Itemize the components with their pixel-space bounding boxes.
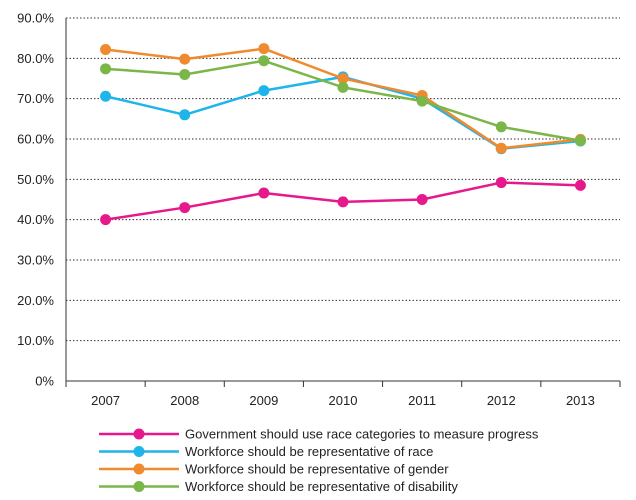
data-point	[416, 95, 428, 107]
data-point	[416, 194, 428, 205]
data-point	[495, 177, 507, 189]
data-point	[179, 68, 191, 80]
y-tick-label: 80.0%	[17, 51, 54, 66]
legend-entry: Workforce should be representative of ra…	[99, 444, 433, 459]
y-axis-tick-labels: 0% 10.0% 20.0% 30.0% 40.0% 50.0% 60.0% 70.0% 80.…	[17, 11, 54, 389]
x-tick-label: 2010	[329, 393, 358, 408]
data-point	[179, 53, 191, 65]
x-tick-label: 2009	[249, 393, 278, 408]
data-point	[495, 142, 507, 154]
series-lines	[100, 43, 586, 226]
data-point	[100, 90, 112, 102]
y-tick-label: 40.0%	[17, 212, 54, 227]
y-tick-label: 30.0%	[17, 253, 54, 268]
series-4	[100, 55, 586, 147]
gridlines	[66, 17, 620, 342]
data-point	[495, 121, 507, 133]
data-point	[100, 43, 112, 55]
legend-entry: Workforce should be representative of ge…	[99, 462, 449, 477]
data-point	[179, 109, 191, 121]
legend-label: Workforce should be representative of ge…	[185, 462, 449, 477]
legend-label: Workforce should be representative of ra…	[185, 444, 433, 459]
legend: Government should use race categories to…	[99, 427, 539, 494]
data-point	[258, 187, 270, 199]
y-tick-label: 60.0%	[17, 132, 54, 147]
data-point	[258, 43, 270, 55]
legend-swatch-marker	[133, 446, 145, 457]
legend-label: Workforce should be representative of di…	[185, 479, 458, 494]
x-tick-label: 2008	[170, 393, 199, 408]
series-1	[100, 177, 586, 226]
data-point	[258, 85, 270, 97]
x-axis-tick-labels: 2007 2008 2009 2010 2011 2012 2013	[91, 393, 595, 408]
data-point	[258, 55, 270, 67]
x-tick-label: 2011	[408, 393, 436, 408]
data-point	[337, 196, 349, 208]
legend-swatch-marker	[133, 463, 145, 475]
y-tick-label: 10.0%	[17, 333, 54, 348]
data-point	[100, 63, 112, 75]
y-tick-label: 20.0%	[17, 293, 54, 308]
legend-swatch-marker	[133, 481, 145, 492]
data-point	[337, 81, 349, 93]
legend-entry: Workforce should be representative of di…	[99, 479, 458, 494]
y-tick-label: 90.0%	[17, 11, 54, 26]
data-point	[337, 73, 349, 84]
data-point	[179, 202, 191, 214]
x-tick-label: 2013	[566, 393, 595, 408]
legend-swatch-marker	[133, 428, 145, 440]
y-tick-label: 0%	[35, 374, 54, 389]
legend-entry: Government should use race categories to…	[99, 427, 539, 442]
data-point	[100, 214, 112, 226]
y-tick-label: 50.0%	[17, 172, 54, 187]
legend-label: Government should use race categories to…	[185, 427, 539, 442]
y-tick-label: 70.0%	[17, 91, 54, 106]
x-tick-label: 2012	[487, 393, 516, 408]
data-point	[574, 179, 586, 191]
axes	[65, 18, 621, 387]
data-point	[574, 135, 586, 147]
x-tick-label: 2007	[91, 393, 120, 408]
